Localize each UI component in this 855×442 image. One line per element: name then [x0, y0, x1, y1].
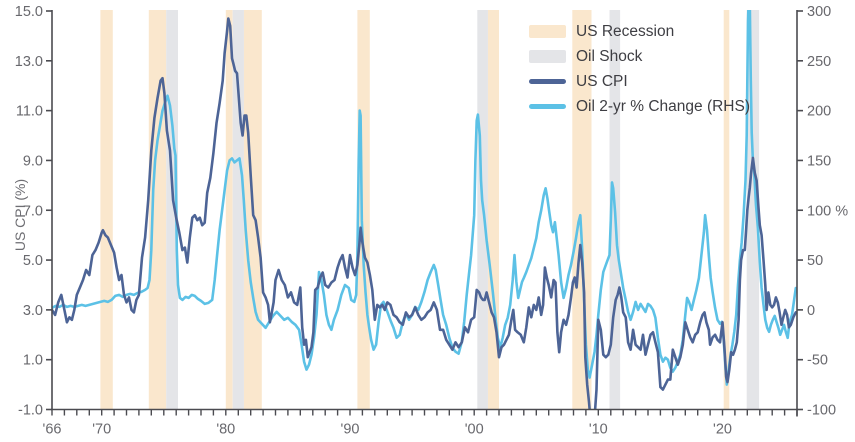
- left-tick-label: 7.0: [23, 203, 43, 219]
- axes-group: 15.0 13.0 11.0 9.0 7.0 5.0 3.0 1.0 -1.0 300 250 200…: [15, 4, 848, 438]
- x-tick-label: '80: [216, 422, 235, 438]
- legend-label: Oil 2-yr % Change (RHS): [576, 97, 750, 115]
- right-tick-label: 250: [807, 54, 831, 70]
- legend-label: US Recession: [576, 22, 675, 40]
- recession-band: [572, 10, 592, 410]
- right-tick-label: 150: [807, 153, 831, 169]
- recession-band: [487, 10, 499, 410]
- recession-band: [723, 10, 730, 410]
- recession-swatch-icon: [529, 25, 566, 38]
- left-axis-title: US CPI (%): [12, 178, 28, 252]
- oil-change-line: [52, 10, 797, 386]
- cpi-line-swatch-icon: [529, 79, 566, 84]
- us-cpi-line: [52, 17, 797, 410]
- left-tick-label: 15.0: [15, 4, 43, 20]
- right-tick-label: -100: [807, 403, 836, 419]
- right-tick-label: 100 %: [807, 203, 848, 219]
- legend-item-us-cpi: US CPI: [529, 69, 750, 94]
- left-tick-label: 13.0: [15, 54, 43, 70]
- oil-shock-swatch-icon: [529, 50, 566, 63]
- left-tick-label: 5.0: [23, 253, 43, 269]
- series-group: [52, 10, 797, 410]
- x-tick-label: '20: [713, 422, 732, 438]
- x-tick-label: '10: [589, 422, 608, 438]
- right-tick-label: 0: [807, 303, 815, 319]
- legend-item-oil-change: Oil 2-yr % Change (RHS): [529, 94, 750, 119]
- x-tick-label: '00: [465, 422, 484, 438]
- left-tick-label: -1.0: [18, 403, 43, 419]
- x-tick-label: '70: [92, 422, 111, 438]
- legend-label: Oil Shock: [576, 47, 643, 65]
- x-tick-label: '66: [43, 422, 62, 438]
- left-tick-label: 3.0: [23, 303, 43, 319]
- legend-item-oil-shock: Oil Shock: [529, 44, 750, 69]
- legend-label: US CPI: [576, 72, 628, 90]
- left-tick-label: 9.0: [23, 153, 43, 169]
- oil-line-swatch-icon: [529, 104, 566, 109]
- oil-shock-band: [232, 10, 244, 410]
- x-tick-label: '90: [341, 422, 360, 438]
- oil-shock-band: [746, 10, 760, 410]
- right-tick-label: 200: [807, 104, 831, 120]
- right-tick-label: -50: [807, 353, 828, 369]
- recession-band: [100, 10, 113, 410]
- chart-legend: US Recession Oil Shock US CPI Oil 2-yr %…: [529, 19, 750, 119]
- left-tick-label: 11.0: [16, 104, 43, 120]
- right-tick-label: 300: [807, 4, 831, 20]
- legend-item-us-recession: US Recession: [529, 19, 750, 44]
- recession-band: [225, 10, 233, 410]
- oil-shock-band: [166, 10, 178, 410]
- left-tick-label: 1.0: [23, 353, 43, 369]
- right-tick-label: 50: [807, 253, 823, 269]
